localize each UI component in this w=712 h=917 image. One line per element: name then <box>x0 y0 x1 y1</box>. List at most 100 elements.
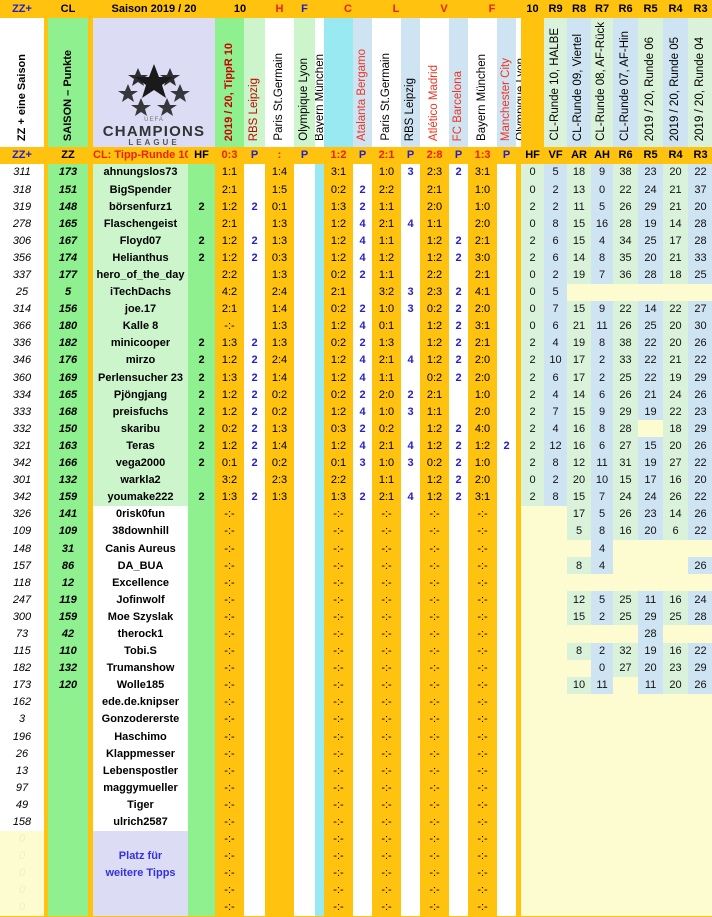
cell-right-tip-0[interactable]: 2:2 <box>324 471 353 489</box>
cell-right-tip-6[interactable]: 2:0 <box>468 471 498 489</box>
table-row[interactable]: 319 148 börsenfurz1 2 1:2 2 0:1 1:3 2 1:1 2:0 1:0 2 2… <box>0 198 712 216</box>
cell-right-tip-1[interactable] <box>353 710 373 728</box>
cell-right-tip-3[interactable] <box>401 522 421 540</box>
cell-right-tip-5[interactable]: 2 <box>449 334 469 352</box>
cell-right-tip-2[interactable]: -:- <box>372 574 402 592</box>
cell-right-tip-1[interactable] <box>353 625 373 643</box>
cell-right-tip-0[interactable]: -:- <box>324 727 353 746</box>
cell-right-tip-5[interactable]: 2 <box>449 249 469 267</box>
cell-left-tip-0[interactable]: 1:2 <box>215 249 244 267</box>
cell-right-tip-2[interactable]: -:- <box>372 898 402 917</box>
cell-left-tip-1[interactable] <box>244 317 265 335</box>
cell-right-tip-1[interactable] <box>353 642 373 660</box>
cell-left-tip-0[interactable]: 1:2 <box>215 437 244 455</box>
cell-left-tip-0[interactable]: 1:2 <box>215 386 244 404</box>
cell-right-tip-1[interactable]: 2 <box>353 420 373 438</box>
cell-right-tip-6[interactable]: 1:0 <box>468 180 498 199</box>
cell-left-tip-3[interactable] <box>294 898 315 917</box>
cell-right-tip-0[interactable]: 3:1 <box>324 163 353 181</box>
cell-left-tip-0[interactable]: 2:1 <box>215 300 244 318</box>
cell-left-tip-0[interactable]: -:- <box>215 898 244 917</box>
cell-right-tip-1[interactable] <box>353 779 373 797</box>
cell-left-tip-2[interactable]: 1:3 <box>265 232 294 250</box>
table-row[interactable]: 332 150 skaribu 2 0:2 2 1:3 0:3 2 0:2 1:2 2 4:0 2 4 16 8… <box>0 420 712 438</box>
cell-right-tip-2[interactable]: -:- <box>372 693 402 711</box>
cell-left-tip-3[interactable] <box>294 864 315 882</box>
cell-left-tip-3[interactable] <box>294 163 315 181</box>
cell-left-tip-1[interactable] <box>244 539 265 558</box>
cell-right-tip-4[interactable]: -:- <box>420 676 450 694</box>
table-row[interactable]: 337 177 hero_of_the_day 2:2 1:3 0:2 2 1:1 2:2 2:1… <box>0 266 712 284</box>
cell-left-tip-1[interactable] <box>244 625 265 643</box>
cell-left-tip-2[interactable] <box>265 830 294 848</box>
cell-left-tip-2[interactable]: 2:4 <box>265 283 294 301</box>
table-row[interactable]: 247 119 Jofinwolf -:- -:- -:- -:- -:- 12 5 25 11 16 2… <box>0 591 712 609</box>
cell-right-tip-6[interactable]: -:- <box>468 796 498 814</box>
cell-left-tip-0[interactable]: -:- <box>215 608 244 626</box>
cell-right-tip-6[interactable]: -:- <box>468 745 498 763</box>
cell-right-tip-3[interactable] <box>401 198 421 216</box>
cell-right-tip-1[interactable] <box>353 659 373 677</box>
cell-right-tip-0[interactable]: 1:2 <box>324 351 353 370</box>
cell-right-tip-4[interactable]: 1:2 <box>420 437 450 455</box>
cell-right-tip-3[interactable] <box>401 591 421 609</box>
cell-right-tip-2[interactable]: 1:1 <box>372 471 402 489</box>
cell-right-tip-7[interactable] <box>497 608 517 626</box>
cell-left-tip-0[interactable]: -:- <box>215 727 244 746</box>
cell-right-tip-3[interactable] <box>401 557 421 575</box>
cell-left-tip-1[interactable]: 2 <box>244 403 265 421</box>
cell-left-tip-0[interactable]: 3:2 <box>215 471 244 489</box>
cell-right-tip-4[interactable]: 2:2 <box>420 266 450 284</box>
cell-right-tip-5[interactable] <box>449 642 469 660</box>
cell-right-tip-3[interactable] <box>401 864 421 882</box>
cell-right-tip-4[interactable]: -:- <box>420 539 450 558</box>
cell-right-tip-6[interactable]: 3:1 <box>468 488 498 506</box>
cell-right-tip-5[interactable] <box>449 215 469 233</box>
cell-right-tip-4[interactable]: 0:2 <box>420 300 450 318</box>
cell-left-tip-1[interactable] <box>244 283 265 301</box>
cell-right-tip-6[interactable]: -:- <box>468 813 498 831</box>
cell-left-tip-3[interactable] <box>294 642 315 660</box>
cell-right-tip-2[interactable]: -:- <box>372 505 402 523</box>
cell-right-tip-6[interactable]: 1:0 <box>468 454 498 472</box>
cell-right-tip-0[interactable]: -:- <box>324 847 353 865</box>
cell-left-tip-2[interactable] <box>265 608 294 626</box>
cell-left-tip-3[interactable] <box>294 454 315 472</box>
cell-right-tip-2[interactable]: 3:2 <box>372 283 402 301</box>
table-row[interactable]: 366 180 Kalle 8 -:- 1:3 1:2 4 0:1 1:2 2 3:1 0 6 21 11 2… <box>0 317 712 335</box>
cell-right-tip-2[interactable]: 2:1 <box>372 215 402 233</box>
cell-left-tip-0[interactable]: 2:1 <box>215 215 244 233</box>
cell-right-tip-3[interactable] <box>401 471 421 489</box>
cell-left-tip-2[interactable] <box>265 745 294 763</box>
cell-left-tip-3[interactable] <box>294 676 315 694</box>
cell-left-tip-1[interactable] <box>244 215 265 233</box>
cell-right-tip-7[interactable]: 2 <box>497 437 517 455</box>
cell-right-tip-3[interactable] <box>401 830 421 848</box>
cell-right-tip-4[interactable]: 0:2 <box>420 454 450 472</box>
cell-left-tip-3[interactable] <box>294 437 315 455</box>
cell-left-tip-1[interactable] <box>244 505 265 523</box>
cell-right-tip-6[interactable]: -:- <box>468 625 498 643</box>
table-row[interactable]: 334 165 Pjöngjang 2 1:2 2 0:2 0:2 2 2:0 2 2:1 1:0 2 4 1… <box>0 386 712 404</box>
cell-left-tip-1[interactable] <box>244 642 265 660</box>
cell-right-tip-0[interactable]: 0:2 <box>324 386 353 404</box>
cell-left-tip-3[interactable] <box>294 557 315 575</box>
cell-right-tip-5[interactable] <box>449 864 469 882</box>
cell-right-tip-2[interactable]: -:- <box>372 539 402 558</box>
cell-left-tip-1[interactable]: 2 <box>244 334 265 352</box>
cell-right-tip-6[interactable]: 2:0 <box>468 403 498 421</box>
cell-right-tip-4[interactable]: -:- <box>420 642 450 660</box>
cell-left-tip-3[interactable] <box>294 539 315 558</box>
cell-left-tip-0[interactable]: 1:3 <box>215 488 244 506</box>
cell-right-tip-7[interactable] <box>497 369 517 387</box>
cell-right-tip-1[interactable]: 2 <box>353 198 373 216</box>
cell-right-tip-7[interactable] <box>497 471 517 489</box>
cell-left-tip-1[interactable]: 2 <box>244 437 265 455</box>
cell-right-tip-1[interactable]: 2 <box>353 266 373 284</box>
table-row[interactable]: 306 167 Floyd07 2 1:2 2 1:3 1:2 4 1:1 1:2 2 2:1 2 6 15 4… <box>0 232 712 250</box>
cell-left-tip-0[interactable]: -:- <box>215 625 244 643</box>
cell-right-tip-3[interactable] <box>401 745 421 763</box>
